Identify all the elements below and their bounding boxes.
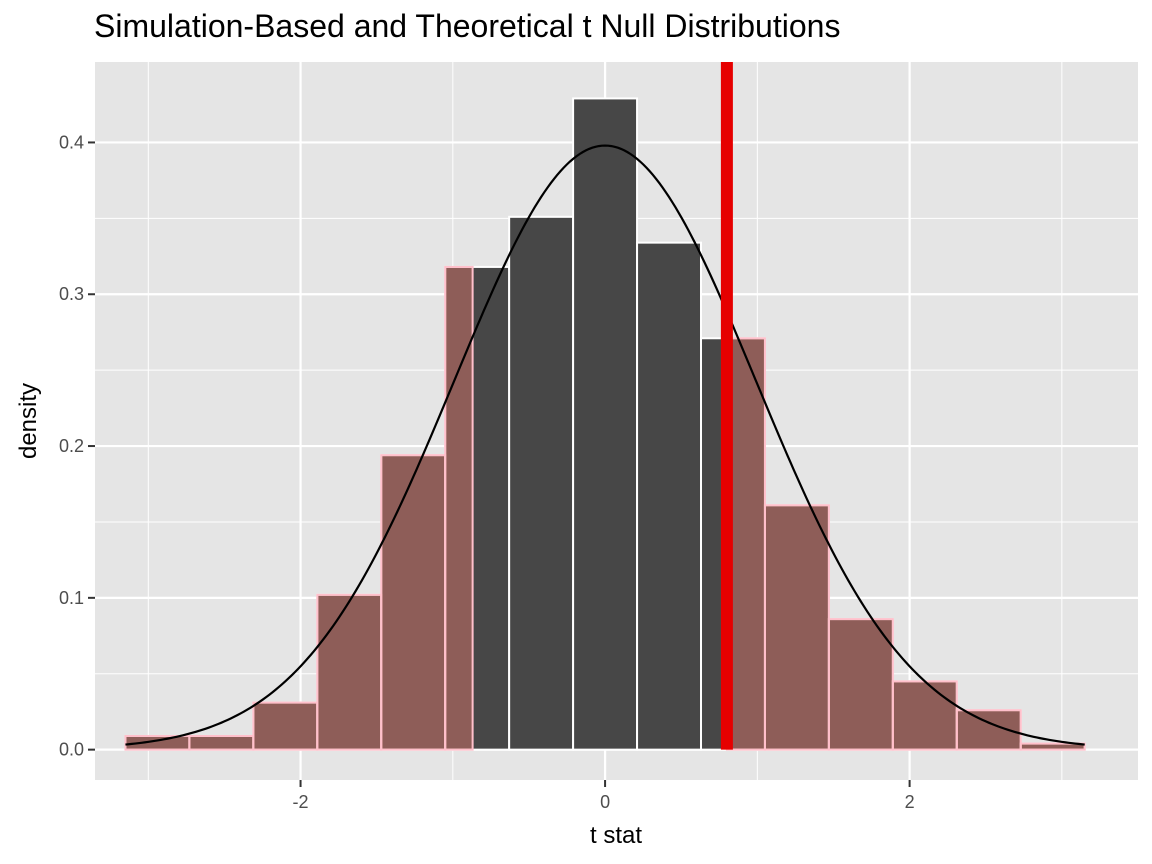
y-tick-label: 0.1: [59, 588, 84, 608]
x-tick-label: 0: [600, 792, 610, 812]
x-axis-title: t stat: [590, 822, 642, 849]
y-tick-label: 0.4: [59, 132, 84, 152]
shaded-bar: [380, 454, 447, 751]
histogram-bar: [252, 701, 319, 751]
x-axis-ticks: -2 0 2: [293, 780, 915, 812]
y-tick-label: 0.3: [59, 284, 84, 304]
x-tick-label: -2: [293, 792, 309, 812]
histogram-bar: [572, 97, 639, 751]
y-tick-label: 0.0: [59, 740, 84, 760]
shaded-bar: [316, 593, 383, 751]
chart-title: Simulation-Based and Theoretical t Null …: [94, 8, 841, 44]
y-tick-label: 0.2: [59, 436, 84, 456]
histogram-bar: [763, 504, 830, 751]
shaded-bar: [444, 265, 474, 751]
shaded-bar: [1019, 742, 1086, 751]
y-axis-ticks: 0.0 0.1 0.2 0.3 0.4: [59, 132, 95, 760]
y-axis-title: density: [15, 383, 42, 459]
histogram-bars: [124, 97, 1086, 751]
shaded-bar: [252, 701, 319, 751]
histogram-bar: [508, 215, 575, 751]
shaded-bar: [827, 618, 894, 751]
histogram-bar: [700, 337, 766, 751]
observed-stat-line: [720, 62, 733, 750]
x-tick-label: 2: [905, 792, 915, 812]
theoretical-t-curve: [125, 144, 1085, 746]
histogram-bar: [444, 265, 511, 751]
shaded-bar: [188, 734, 255, 751]
shaded-bar: [891, 680, 958, 751]
shaded-bar: [763, 504, 830, 751]
histogram-bar: [636, 241, 703, 751]
